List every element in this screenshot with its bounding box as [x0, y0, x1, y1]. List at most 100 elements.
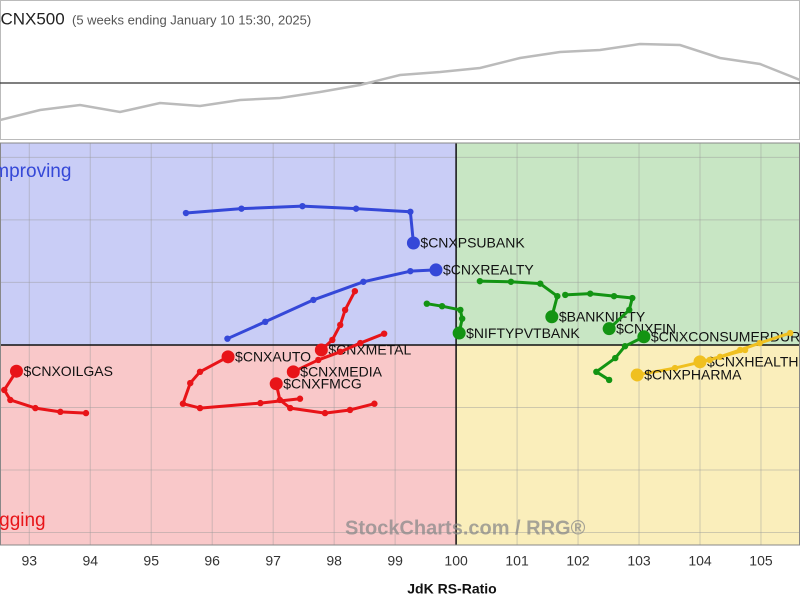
x-tick-label: 101: [505, 553, 529, 569]
head-point: [602, 322, 616, 336]
series-label: $CNXAUTO: [235, 349, 311, 365]
trail: [226, 268, 437, 341]
trail-point: [537, 280, 544, 287]
trail-point: [1, 386, 8, 394]
head-point: [9, 364, 23, 378]
head-point: [630, 368, 644, 382]
price-line: [0, 42, 800, 122]
head-point: [286, 365, 300, 379]
trail-point: [196, 404, 204, 412]
trail-point: [371, 400, 378, 407]
head-point: [314, 343, 328, 357]
quadrant-lagging: [0, 344, 457, 545]
trail-point: [457, 306, 464, 314]
x-tick-label: 104: [688, 553, 712, 569]
chart-subtitle: (5 weeks ending January 10 15:30, 2025): [72, 12, 311, 27]
trail-point: [352, 205, 360, 212]
trail-point: [476, 277, 484, 285]
trail-point: [321, 409, 329, 417]
trail-point: [287, 404, 294, 412]
trail-point: [554, 292, 561, 300]
series-label: $NIFTYPVTBANK: [466, 325, 580, 341]
trail-point: [179, 400, 187, 407]
series-label: $CNXMEDIA: [300, 364, 382, 380]
series-label: $CNXREALTY: [443, 262, 534, 278]
trail-point: [706, 356, 713, 364]
series-label: $CNXPHARMA: [644, 367, 742, 383]
trail-point: [741, 346, 749, 354]
trail-point: [407, 267, 414, 275]
quadrant-label: Improving: [0, 161, 71, 182]
trail-point: [310, 296, 317, 304]
x-tick-label: 103: [627, 553, 651, 569]
series-label: $CNXFIN: [616, 320, 676, 336]
trail-point: [57, 408, 64, 416]
trail-point: [329, 336, 336, 344]
quadrant-label: Lagging: [0, 510, 46, 531]
trail-point: [612, 354, 619, 362]
watermark: StockCharts.com / RRG®: [345, 517, 586, 539]
trail-point: [593, 368, 600, 376]
trail-point: [341, 306, 349, 314]
x-tick-label: 97: [265, 553, 281, 569]
trail-point: [351, 287, 359, 295]
trail-point: [262, 318, 269, 326]
trail-point: [423, 300, 431, 307]
x-tick-label: 93: [21, 553, 37, 569]
trail-point: [337, 321, 344, 329]
trail-point: [296, 395, 304, 402]
series-label: $CNXHEALTH: [707, 354, 799, 370]
trail-point: [458, 315, 466, 322]
trail-point: [587, 290, 594, 297]
price-panel: [0, 0, 800, 140]
trail-point: [360, 278, 367, 285]
x-tick-label: 96: [204, 553, 220, 569]
head-point: [452, 326, 466, 340]
trail-point: [196, 368, 204, 376]
trail-point: [605, 376, 613, 384]
trail-point: [787, 329, 794, 337]
trail-point: [182, 209, 190, 217]
head-point: [406, 236, 420, 250]
x-tick-label: 94: [82, 553, 98, 569]
trail-point: [82, 409, 90, 417]
trail-point: [224, 335, 231, 342]
trail: [2, 370, 87, 415]
head-point: [429, 263, 443, 277]
trail-point: [626, 306, 633, 314]
trail-point: [671, 364, 679, 372]
head-point: [269, 377, 283, 391]
trail: [636, 348, 746, 377]
series-label: $CNXMETAL: [328, 342, 411, 358]
x-tick-label: 98: [326, 553, 342, 569]
head-point: [545, 310, 559, 324]
trail-point: [257, 399, 264, 407]
trail-point: [380, 330, 388, 337]
x-tick-label: 105: [749, 553, 773, 569]
series-label: $CNXOILGAS: [23, 363, 112, 379]
series-label: $BANKNIFTY: [559, 309, 646, 325]
chart-title: $CNX500: [0, 9, 65, 28]
trail-point: [562, 291, 569, 299]
trail-point: [7, 396, 14, 404]
trail: [185, 204, 415, 244]
trail-point: [238, 205, 245, 212]
x-tick-label: 102: [566, 553, 590, 569]
trail-point: [438, 302, 446, 310]
trail-point: [357, 339, 364, 347]
trail-point: [276, 396, 284, 404]
series-label: $CNXFMCG: [283, 375, 362, 391]
x-axis-label: JdK RS-Ratio: [407, 581, 496, 597]
trail-point: [629, 294, 636, 302]
trail-point: [407, 208, 414, 215]
trail-point: [346, 406, 354, 414]
x-tick-label: 95: [143, 553, 159, 569]
x-tick-label: 100: [444, 553, 468, 569]
trail-point: [621, 342, 629, 350]
trail-point: [187, 379, 194, 387]
trail-point: [337, 348, 344, 356]
trail-point: [610, 292, 618, 300]
quadrant-weakening: [456, 344, 800, 545]
